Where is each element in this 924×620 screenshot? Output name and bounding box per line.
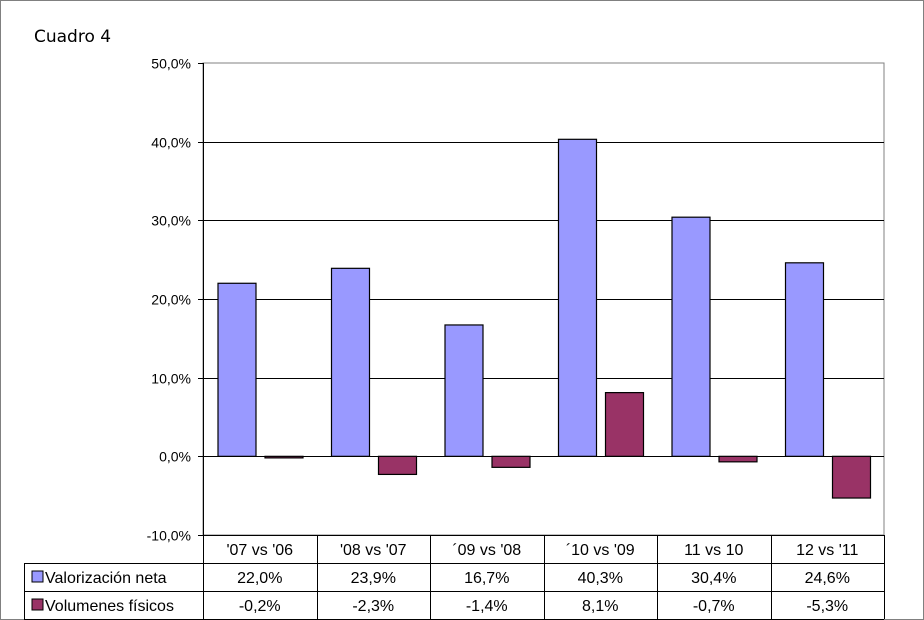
grid-lines [203, 142, 884, 457]
bar-valorizacion [557, 138, 598, 457]
bar-valorizacion [217, 282, 257, 457]
y-tick-label: 40,0% [151, 135, 191, 151]
data-table: '07 vs '06 '08 vs '07 ´09 vs '08 ´10 vs '09… [24, 535, 885, 620]
y-tick-label: 30,0% [151, 213, 191, 229]
y-tick-label: 50,0% [151, 56, 191, 72]
bar-volumenes [377, 455, 418, 476]
bar-volumenes [718, 455, 758, 463]
y-tick-label: 0,0% [159, 449, 191, 465]
y-tick-label: 10,0% [151, 371, 191, 387]
bar-valorizacion [784, 262, 825, 457]
bar-volumenes [831, 455, 872, 499]
x-category-label: '08 vs '07 [340, 542, 407, 559]
x-category-label: ´10 vs '09 [566, 542, 635, 559]
data-value-label: -1,4% [466, 598, 508, 615]
bars [217, 138, 872, 499]
data-value-label: 30,4% [691, 570, 736, 587]
data-value-label: 16,7% [464, 570, 509, 587]
chart-caption: Cuadro 4 [34, 27, 111, 47]
bar-volumenes [491, 455, 531, 468]
x-category-label: 11 vs 10 [684, 542, 743, 559]
data-value-label: 40,3% [578, 570, 623, 587]
data-value-label: 23,9% [351, 570, 396, 587]
legend-swatch [31, 570, 44, 583]
x-category-label: '07 vs '06 [226, 542, 293, 559]
data-value-label: -5,3% [806, 598, 848, 615]
legend-swatch [31, 598, 44, 611]
bar-valorizacion [444, 324, 484, 457]
x-category-label: 12 vs '11 [796, 542, 858, 559]
data-value-label: 22,0% [237, 570, 282, 587]
bar-valorizacion [671, 216, 711, 457]
data-value-label: 24,6% [805, 570, 850, 587]
data-value-label: 8,1% [582, 598, 618, 615]
y-tick-label: 20,0% [151, 292, 191, 308]
bar-volumenes [264, 455, 304, 459]
legend-series-name: Volumenes físicos [45, 598, 174, 615]
x-category-label: ´09 vs '08 [452, 542, 521, 559]
data-value-label: -0,2% [239, 598, 281, 615]
legend-series-name: Valorización neta [45, 570, 167, 587]
bar-volumenes [604, 392, 645, 457]
data-value-label: -2,3% [352, 598, 394, 615]
bar-valorizacion [330, 267, 371, 457]
axes: -10,0% 0,0% 10,0% 20,0% 30,0% 40,0% 50,0% [147, 56, 204, 544]
data-value-label: -0,7% [693, 598, 735, 615]
y-tick-label: -10,0% [147, 528, 191, 544]
